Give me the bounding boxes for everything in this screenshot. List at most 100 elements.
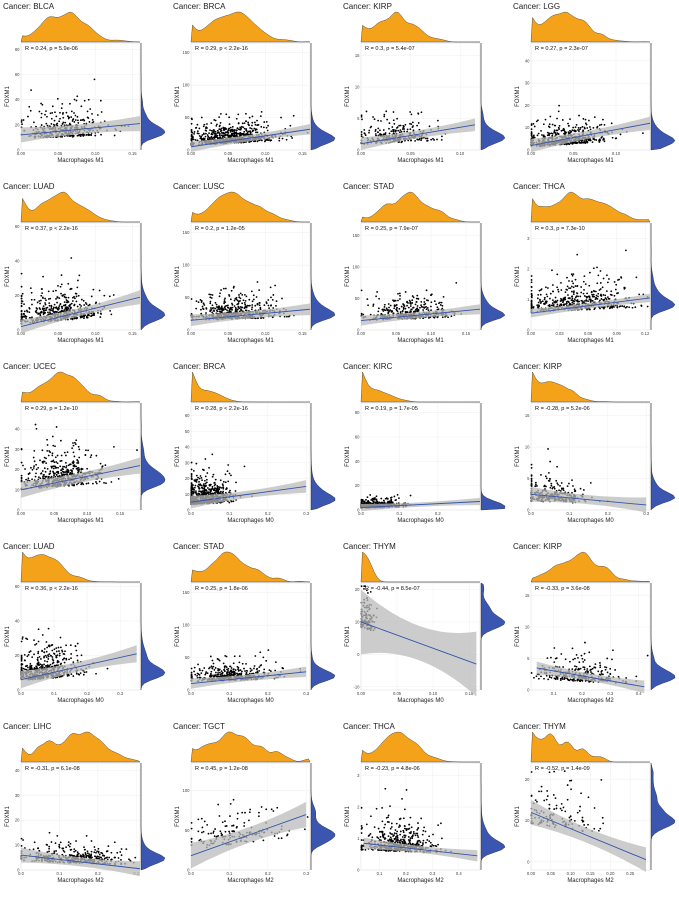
data-point — [50, 304, 53, 307]
data-point — [419, 306, 421, 309]
data-point — [218, 305, 221, 308]
data-point — [603, 140, 606, 143]
data-point — [60, 107, 63, 110]
data-point — [90, 295, 93, 298]
data-point — [225, 113, 228, 116]
data-point — [220, 289, 222, 291]
data-point — [40, 102, 42, 105]
data-point — [201, 134, 204, 136]
data-point — [228, 472, 231, 475]
data-point — [546, 131, 549, 134]
data-point — [85, 482, 88, 485]
data-point — [596, 266, 598, 269]
data-point — [72, 442, 74, 444]
x-tick-label: 0.2 — [265, 511, 271, 516]
data-point — [618, 305, 621, 308]
data-point — [436, 306, 439, 309]
data-point — [198, 127, 201, 130]
data-point — [620, 276, 623, 279]
data-point — [207, 135, 210, 138]
data-point — [572, 126, 575, 129]
data-point — [41, 449, 44, 452]
data-point — [605, 290, 608, 292]
y-density — [480, 223, 506, 331]
data-point — [551, 269, 553, 272]
data-point — [67, 296, 70, 299]
data-point — [555, 133, 558, 136]
data-point — [589, 126, 591, 128]
data-point — [202, 302, 205, 305]
data-point — [382, 310, 385, 312]
data-point — [241, 306, 244, 309]
data-point — [398, 292, 401, 295]
data-point — [397, 299, 399, 302]
data-point — [211, 475, 214, 478]
data-point — [60, 283, 63, 286]
data-point — [364, 134, 367, 137]
data-point — [560, 289, 563, 291]
data-point — [43, 312, 46, 315]
data-point — [201, 138, 203, 141]
data-point — [52, 459, 55, 462]
data-point — [20, 285, 23, 288]
data-point — [56, 296, 59, 299]
data-point — [193, 488, 196, 491]
data-point — [573, 141, 576, 143]
data-point — [227, 129, 230, 132]
data-point — [61, 294, 64, 297]
data-point — [593, 116, 596, 118]
data-point — [274, 284, 277, 287]
data-point — [619, 133, 622, 136]
data-point — [43, 467, 46, 470]
data-point — [31, 316, 33, 319]
data-point — [55, 461, 58, 463]
data-point — [367, 304, 369, 307]
data-point — [40, 124, 43, 126]
data-point — [256, 119, 258, 122]
data-point — [547, 287, 549, 289]
data-point — [425, 306, 428, 308]
data-point — [48, 313, 51, 316]
data-point — [396, 126, 399, 129]
data-point — [56, 470, 59, 473]
x-tick-label: 0.05 — [224, 331, 233, 336]
y-tick-label: 0 — [527, 328, 530, 333]
data-point — [233, 305, 236, 307]
data-point — [552, 290, 554, 293]
data-point — [551, 302, 554, 305]
data-point — [269, 139, 272, 142]
data-point — [99, 99, 102, 102]
data-point — [541, 300, 544, 303]
data-point — [212, 129, 215, 131]
data-point — [222, 127, 225, 130]
x-tick-label: 0.15 — [462, 331, 471, 336]
data-point — [48, 475, 50, 478]
data-point — [65, 454, 67, 457]
data-point — [73, 295, 75, 298]
data-point — [76, 286, 79, 289]
data-point — [77, 294, 80, 297]
data-point — [219, 130, 222, 133]
data-point — [249, 131, 252, 134]
x-tick-label: 0.10 — [91, 151, 100, 156]
data-point — [46, 444, 49, 446]
data-point — [72, 451, 75, 454]
data-point — [56, 454, 59, 457]
data-point — [531, 136, 534, 139]
data-point — [412, 296, 415, 299]
data-point — [602, 277, 605, 280]
data-point — [54, 456, 57, 459]
data-point — [595, 139, 598, 141]
data-point — [59, 465, 62, 468]
regression-line — [20, 465, 141, 491]
data-point — [586, 308, 588, 311]
data-point — [209, 302, 212, 305]
data-point — [432, 137, 434, 140]
data-point — [281, 297, 283, 300]
data-point — [88, 314, 90, 317]
data-point — [29, 109, 32, 112]
data-point — [603, 123, 606, 126]
data-point — [430, 294, 432, 296]
